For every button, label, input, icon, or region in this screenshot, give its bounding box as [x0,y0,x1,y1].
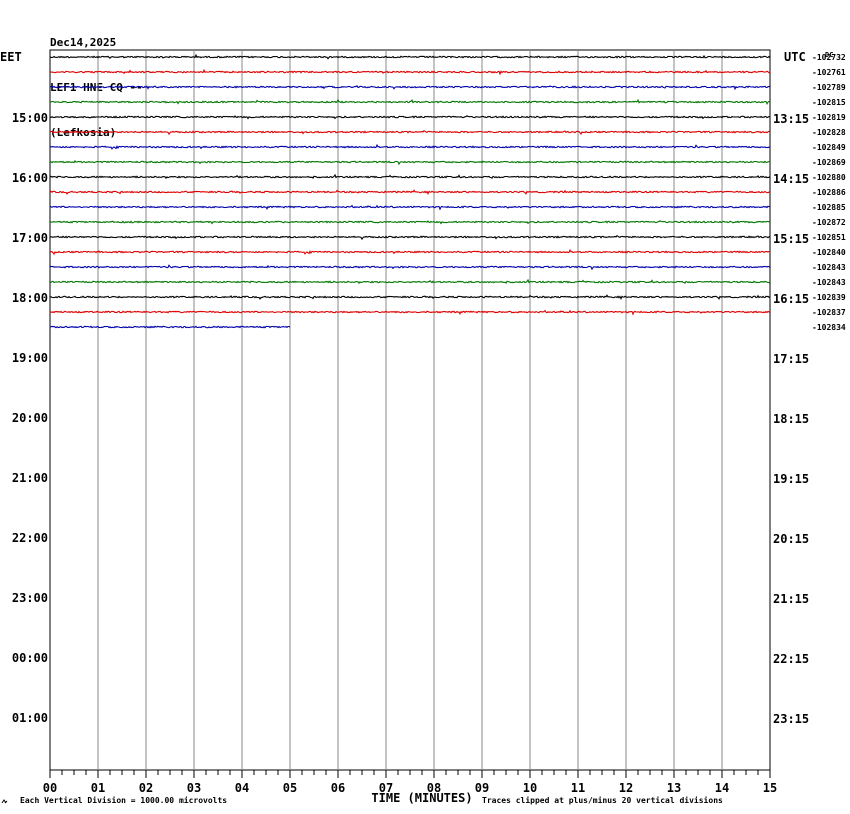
x-tick-label: 07 [379,781,393,795]
x-tick-label: 13 [667,781,681,795]
footer-scale-note: Each Vertical Division = 1000.00 microvo… [20,795,227,805]
seismic-trace [49,220,771,225]
right-hour-label: 20:15 [773,532,809,546]
left-hour-label: 19:00 [12,351,48,365]
seismic-trace [49,294,771,301]
seismic-trace [49,115,771,120]
x-tick-label: 08 [427,781,441,795]
right-timezone-label: UTC [784,50,806,64]
right-hour-label: 22:15 [773,652,809,666]
dc-offset-label: -102885 [812,203,846,212]
seismic-trace [49,53,771,60]
left-hour-label: 16:00 [12,171,48,185]
seismic-trace [49,248,770,256]
left-hour-label: 18:00 [12,291,48,305]
left-hour-label: 01:00 [12,711,48,725]
right-hour-label: 18:15 [773,412,809,426]
footer-clip-note: Traces clipped at plus/minus 20 vertical… [482,795,723,805]
left-hour-label: 22:00 [12,531,48,545]
left-hour-label: 20:00 [12,411,48,425]
x-tick-label: 12 [619,781,633,795]
usgs-logo-icon [1,799,8,804]
right-hour-label: 17:15 [773,352,809,366]
x-tick-label: 14 [715,781,729,795]
dc-offset-label: -102851 [812,233,846,242]
seismic-trace [49,234,771,241]
dc-offset-label: -102839 [812,293,846,302]
dc-offset-label: -102732 [812,53,846,62]
x-tick-label: 15 [763,781,777,795]
left-hour-label: 21:00 [12,471,48,485]
x-tick-label: 01 [91,781,105,795]
right-hour-label: 15:15 [773,232,809,246]
dc-offset-label: -102828 [812,128,846,137]
seismic-trace [49,98,771,106]
x-tick-label: 10 [523,781,537,795]
dc-offset-label: -102886 [812,188,846,197]
x-tick-label: 04 [235,781,249,795]
chart-date: Dec14,2025 [50,36,117,49]
seismic-trace [49,204,771,211]
seismic-trace [49,278,771,285]
dc-offset-label: -102837 [812,308,846,317]
right-hour-label: 21:15 [773,592,809,606]
dc-offset-label: -102834 [812,323,846,332]
x-axis-title: TIME (MINUTES) [371,791,472,805]
left-hour-label: 23:00 [12,591,48,605]
dc-offset-label: -102815 [812,98,846,107]
left-timezone-label: EET [0,50,22,64]
dc-offset-label: -102789 [812,83,846,92]
dc-offset-label: -102840 [812,248,846,257]
x-tick-label: 00 [43,781,57,795]
right-hour-label: 16:15 [773,292,809,306]
seismic-trace [49,129,771,136]
seismic-trace [49,159,771,166]
seismic-trace [49,173,771,180]
x-tick-label: 02 [139,781,153,795]
right-hour-label: 13:15 [773,112,809,126]
dc-offset-label: -102849 [812,143,846,152]
right-hour-label: 23:15 [773,712,809,726]
x-tick-label: 11 [571,781,585,795]
dc-offset-label: -102880 [812,173,846,182]
right-hour-label: 19:15 [773,472,809,486]
x-tick-label: 06 [331,781,345,795]
seismic-trace [49,189,771,196]
x-tick-label: 05 [283,781,297,795]
x-tick-label: 03 [187,781,201,795]
dc-offset-label: -102872 [812,218,846,227]
seismic-trace [49,84,771,91]
dc-offset-label: -102843 [812,263,846,272]
seismic-trace [49,325,291,329]
left-hour-label: 17:00 [12,231,48,245]
left-hour-label: 15:00 [12,111,48,125]
right-hour-label: 14:15 [773,172,809,186]
left-hour-label: 00:00 [12,651,48,665]
x-tick-label: 09 [475,781,489,795]
dc-offset-label: -102869 [812,158,846,167]
dc-offset-label: -102819 [812,113,846,122]
dc-offset-label: -102843 [812,278,846,287]
dc-offset-label: -102761 [812,68,846,77]
dc-corner-label: DC [825,51,833,59]
plot-frame [49,49,771,771]
seismic-trace [49,264,771,271]
seismic-trace [49,68,771,76]
seismic-trace [49,309,771,316]
seismic-trace [49,143,771,150]
